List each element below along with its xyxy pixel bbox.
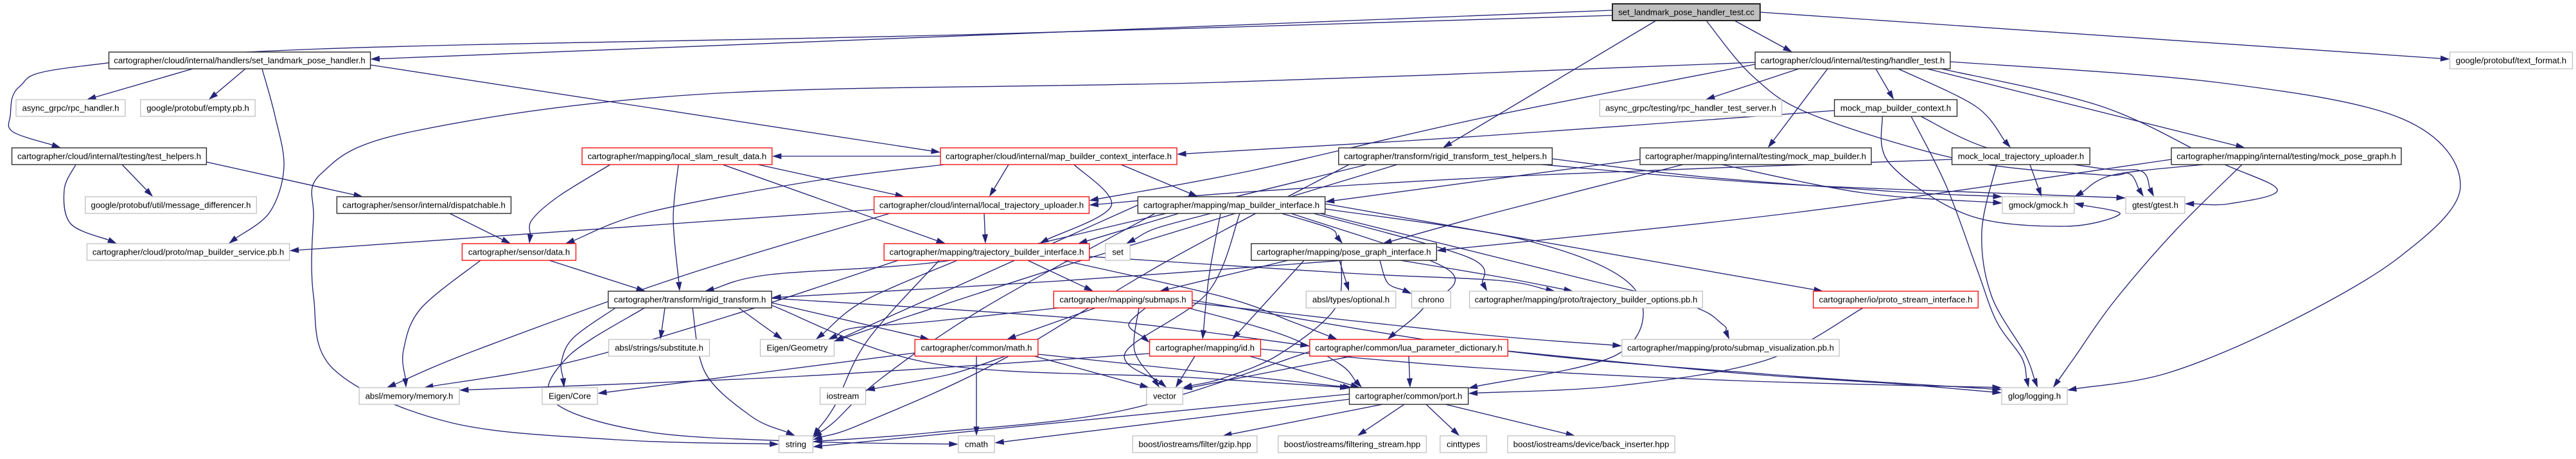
- svg-text:google/protobuf/util/message_d: google/protobuf/util/message_differencer…: [91, 201, 251, 210]
- svg-text:cartographer/common/port.h: cartographer/common/port.h: [1355, 392, 1462, 401]
- svg-text:glog/logging.h: glog/logging.h: [2008, 392, 2061, 401]
- svg-text:mock_local_trajectory_uploader: mock_local_trajectory_uploader.h: [1958, 152, 2084, 161]
- svg-text:async_grpc/testing/rpc_handler: async_grpc/testing/rpc_handler_test_serv…: [1605, 104, 1776, 113]
- svg-text:cartographer/transform/rigid_t: cartographer/transform/rigid_transform_t…: [1344, 152, 1547, 161]
- svg-text:cartographer/mapping/local_sla: cartographer/mapping/local_slam_result_d…: [588, 152, 767, 161]
- svg-text:cartographer/mapping/proto/tra: cartographer/mapping/proto/trajectory_bu…: [1475, 295, 1698, 305]
- svg-text:cartographer/sensor/internal/d: cartographer/sensor/internal/dispatchabl…: [342, 201, 506, 210]
- svg-text:cartographer/cloud/internal/lo: cartographer/cloud/internal/local_trajec…: [879, 201, 1084, 210]
- svg-text:cartographer/mapping/map_build: cartographer/mapping/map_builder_interfa…: [1143, 201, 1319, 210]
- svg-text:mock_map_builder_context.h: mock_map_builder_context.h: [1840, 104, 1951, 113]
- svg-text:absl/types/optional.h: absl/types/optional.h: [1312, 295, 1389, 305]
- svg-text:cartographer/transform/rigid_t: cartographer/transform/rigid_transform.h: [614, 295, 766, 305]
- svg-text:cmath: cmath: [965, 440, 988, 449]
- svg-text:cartographer/cloud/internal/te: cartographer/cloud/internal/testing/hand…: [1761, 56, 1945, 66]
- svg-text:boost/iostreams/filter/gzip.hp: boost/iostreams/filter/gzip.hpp: [1138, 440, 1251, 449]
- svg-text:vector: vector: [1153, 392, 1177, 401]
- svg-text:set: set: [1112, 248, 1124, 257]
- svg-text:absl/memory/memory.h: absl/memory/memory.h: [366, 392, 454, 401]
- svg-text:chrono: chrono: [1418, 295, 1444, 305]
- svg-text:gmock/gmock.h: gmock/gmock.h: [2009, 201, 2068, 210]
- svg-text:cartographer/mapping/submaps.h: cartographer/mapping/submaps.h: [1059, 295, 1186, 305]
- svg-text:cartographer/cloud/internal/ha: cartographer/cloud/internal/handlers/set…: [114, 56, 365, 66]
- svg-text:string: string: [786, 440, 806, 449]
- svg-text:Eigen/Geometry: Eigen/Geometry: [766, 343, 828, 353]
- svg-text:google/protobuf/empty.pb.h: google/protobuf/empty.pb.h: [146, 104, 249, 113]
- svg-text:google/protobuf/text_format.h: google/protobuf/text_format.h: [2456, 56, 2566, 66]
- svg-text:cartographer/cloud/proto/map_b: cartographer/cloud/proto/map_builder_ser…: [93, 248, 284, 257]
- svg-text:cartographer/cloud/internal/te: cartographer/cloud/internal/testing/test…: [17, 152, 201, 161]
- svg-text:cartographer/mapping/pose_grap: cartographer/mapping/pose_graph_interfac…: [1257, 248, 1431, 257]
- svg-text:async_grpc/rpc_handler.h: async_grpc/rpc_handler.h: [22, 104, 119, 113]
- svg-text:cartographer/common/math.h: cartographer/common/math.h: [921, 343, 1032, 353]
- svg-text:cartographer/mapping/internal/: cartographer/mapping/internal/testing/mo…: [1645, 152, 1866, 161]
- svg-text:iostream: iostream: [827, 392, 860, 401]
- svg-text:set_landmark_pose_handler_test: set_landmark_pose_handler_test.cc: [1618, 8, 1754, 17]
- svg-text:cartographer/io/proto_stream_i: cartographer/io/proto_stream_interface.h: [1819, 295, 1973, 305]
- svg-text:cinttypes: cinttypes: [1447, 440, 1480, 449]
- svg-text:cartographer/mapping/id.h: cartographer/mapping/id.h: [1156, 343, 1255, 353]
- svg-text:cartographer/mapping/trajector: cartographer/mapping/trajectory_builder_…: [890, 248, 1084, 257]
- svg-text:cartographer/mapping/proto/sub: cartographer/mapping/proto/submap_visual…: [1627, 343, 1834, 353]
- svg-text:gtest/gtest.h: gtest/gtest.h: [2132, 201, 2178, 210]
- svg-text:boost/iostreams/filtering_stre: boost/iostreams/filtering_stream.hpp: [1284, 440, 1421, 449]
- svg-text:absl/strings/substitute.h: absl/strings/substitute.h: [615, 343, 703, 353]
- svg-text:boost/iostreams/device/back_in: boost/iostreams/device/back_inserter.hpp: [1513, 440, 1670, 449]
- svg-text:cartographer/cloud/internal/ma: cartographer/cloud/internal/map_builder_…: [946, 152, 1172, 161]
- svg-text:cartographer/common/lua_parame: cartographer/common/lua_parameter_dictio…: [1315, 343, 1503, 353]
- svg-text:cartographer/mapping/internal/: cartographer/mapping/internal/testing/mo…: [2176, 152, 2396, 161]
- svg-text:Eigen/Core: Eigen/Core: [549, 392, 591, 401]
- svg-text:cartographer/sensor/data.h: cartographer/sensor/data.h: [468, 248, 570, 257]
